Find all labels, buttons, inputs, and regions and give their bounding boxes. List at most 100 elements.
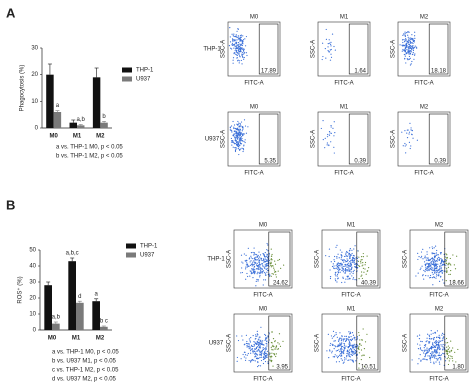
event-dot — [408, 141, 411, 144]
event-dot — [412, 46, 414, 48]
event-dot — [438, 257, 441, 259]
event-dot — [436, 271, 438, 273]
event-dot — [330, 335, 333, 337]
footnote: c vs. THP-1 M2, p < 0.05 — [52, 368, 119, 374]
event-dot — [437, 347, 439, 350]
y-tick-label: 30 — [31, 46, 38, 52]
event-dot — [434, 245, 437, 247]
y-axis-label: SSC-A — [315, 250, 321, 268]
event-dot — [403, 53, 405, 56]
event-dot — [240, 132, 242, 135]
event-dot — [426, 266, 429, 268]
event-dot — [277, 259, 279, 261]
event-dot — [441, 340, 443, 342]
event-dot — [348, 331, 350, 333]
footnote: d vs. U937 M2, p < 0.05 — [52, 377, 117, 383]
event-dot — [327, 133, 329, 136]
event-dot — [331, 350, 333, 352]
event-dot — [256, 273, 258, 275]
y-axis-label: SSC-A — [391, 130, 397, 148]
event-dot — [263, 259, 265, 261]
event-dot — [250, 271, 252, 273]
event-dot — [408, 131, 411, 133]
event-dot — [432, 337, 435, 339]
event-dot — [248, 258, 250, 260]
x-axis-label: FITC-A — [253, 293, 272, 299]
event-dot — [343, 350, 345, 352]
event-dot — [410, 51, 412, 53]
event-dot — [258, 347, 260, 349]
event-dot — [260, 259, 262, 261]
event-dot — [440, 262, 442, 264]
event-dot — [341, 348, 343, 350]
event-dot — [432, 342, 434, 344]
event-dot — [365, 273, 367, 275]
event-dot — [433, 337, 436, 339]
event-dot — [259, 263, 261, 266]
event-dot — [264, 258, 267, 260]
x-axis-label: FITC-A — [244, 81, 263, 87]
event-dot — [279, 345, 282, 347]
gate-value: 0.39 — [354, 159, 366, 165]
event-dot — [431, 247, 434, 250]
event-dot — [237, 144, 239, 146]
event-dot — [441, 269, 444, 272]
event-dot — [256, 354, 259, 356]
event-dot — [438, 340, 440, 342]
event-dot — [350, 271, 352, 273]
event-dot — [266, 350, 268, 353]
event-dot — [431, 253, 433, 255]
event-dot — [437, 344, 440, 346]
event-dot — [434, 357, 436, 359]
event-dot — [259, 347, 262, 349]
event-dot — [439, 268, 441, 270]
event-dot — [273, 353, 276, 355]
event-dot — [348, 351, 351, 353]
event-dot — [236, 135, 238, 137]
event-dot — [257, 279, 259, 281]
event-dot — [444, 360, 447, 362]
event-dot — [353, 353, 355, 355]
event-dot — [440, 253, 442, 255]
event-dot — [336, 349, 339, 352]
event-dot — [440, 359, 442, 361]
event-dot — [231, 139, 233, 142]
event-dot — [410, 63, 412, 65]
event-dot — [237, 52, 239, 54]
event-dot — [346, 264, 348, 266]
event-dot — [440, 267, 443, 269]
event-dot — [329, 49, 331, 51]
event-dot — [420, 340, 422, 343]
event-dot — [343, 342, 345, 345]
event-dot — [327, 46, 329, 48]
event-dot — [435, 262, 437, 264]
event-dot — [349, 261, 351, 263]
event-dot — [447, 264, 449, 266]
event-dot — [254, 348, 257, 350]
event-dot — [424, 355, 427, 357]
event-dot — [427, 257, 429, 260]
event-dot — [330, 125, 332, 127]
event-dot — [445, 350, 447, 352]
event-dot — [262, 284, 264, 286]
event-dot — [343, 349, 345, 351]
event-dot — [406, 40, 409, 42]
event-dot — [238, 38, 241, 40]
event-dot — [237, 136, 240, 138]
event-dot — [333, 152, 335, 154]
event-dot — [352, 261, 354, 263]
event-dot — [228, 45, 231, 47]
event-dot — [253, 252, 255, 254]
event-dot — [344, 260, 346, 262]
event-dot — [259, 274, 261, 276]
event-dot — [437, 254, 439, 256]
event-dot — [347, 262, 349, 264]
event-dot — [349, 332, 352, 334]
event-dot — [360, 256, 363, 258]
event-dot — [243, 119, 246, 121]
event-dot — [351, 344, 353, 347]
event-dot — [434, 342, 437, 344]
event-dot — [235, 141, 238, 144]
event-dot — [234, 150, 237, 153]
event-dot — [234, 139, 236, 142]
